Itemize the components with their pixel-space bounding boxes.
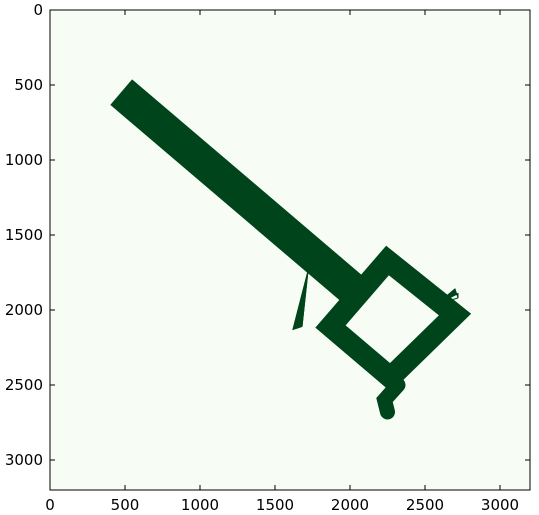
plot-frame bbox=[49, 9, 531, 491]
occupied-square-loop bbox=[315, 245, 472, 392]
x-tick-label: 3000 bbox=[481, 496, 519, 514]
occupied-ray-fan-lower-ray-0 bbox=[292, 270, 309, 330]
x-tick-label: 2000 bbox=[331, 496, 369, 514]
y-tick-label: 1000 bbox=[5, 151, 43, 169]
x-axis: 0 500 1000 1500 2000 2500 3000 bbox=[45, 10, 519, 514]
x-tick-label: 1000 bbox=[181, 496, 219, 514]
x-tick-label: 2500 bbox=[406, 496, 444, 514]
y-tick-label: 1500 bbox=[5, 226, 43, 244]
occupancy-layer bbox=[110, 79, 472, 420]
occupied-tail-bottom bbox=[376, 377, 406, 420]
y-tick-label: 2000 bbox=[5, 301, 43, 319]
occupied-corridor bbox=[110, 79, 371, 309]
y-tick-label: 3000 bbox=[5, 451, 43, 469]
x-tick-label: 1500 bbox=[256, 496, 294, 514]
occupied-ray-fan-lower-ray-2 bbox=[301, 270, 309, 327]
y-tick-label: 500 bbox=[14, 76, 43, 94]
x-tick-label: 0 bbox=[45, 496, 55, 514]
occupied-ray-fan-right-ray-1 bbox=[436, 297, 459, 305]
y-tick-label: 2500 bbox=[5, 376, 43, 394]
x-tick-label: 500 bbox=[111, 496, 140, 514]
y-tick-label: 0 bbox=[33, 1, 43, 19]
y-axis: 0 500 1000 1500 2000 2500 3000 bbox=[5, 1, 530, 469]
occupied-ray-fan-right-ray-0 bbox=[436, 293, 459, 305]
occupied-ray-fan-lower-ray-1 bbox=[297, 270, 309, 329]
occupied-ray-fan-right-ray-2 bbox=[436, 288, 456, 305]
